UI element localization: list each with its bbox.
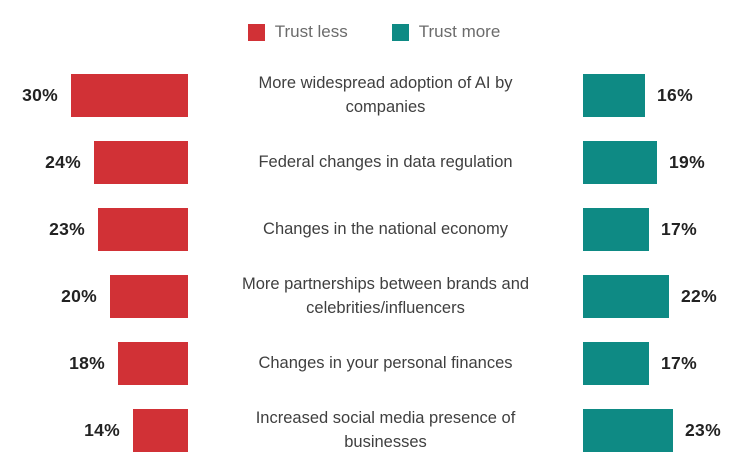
chart-row: 20% More partnerships between brands and… xyxy=(0,263,748,330)
trust-more-value-label: 17% xyxy=(661,219,697,239)
trust-less-value-label: 18% xyxy=(69,353,105,373)
trust-more-bar-area: 22% xyxy=(583,275,748,318)
trust-more-value-label: 19% xyxy=(669,152,705,172)
trust-less-bar-area: 23% xyxy=(0,208,188,251)
trust-less-bar-area: 18% xyxy=(0,342,188,385)
legend-item-trust-more: Trust more xyxy=(391,22,501,42)
trust-more-bar xyxy=(583,141,657,184)
trust-more-bar-area: 19% xyxy=(583,141,748,184)
category-label: More partnerships between brands and cel… xyxy=(241,275,530,317)
category-label: Changes in your personal finances xyxy=(258,353,513,372)
legend-label-trust-more: Trust more xyxy=(418,22,501,41)
trust-more-bar-area: 16% xyxy=(583,74,748,117)
trust-less-bar xyxy=(94,141,188,184)
trust-less-bar xyxy=(98,208,188,251)
trust-more-bar-area: 17% xyxy=(583,208,748,251)
trust-less-value-label: 24% xyxy=(45,152,81,172)
trust-less-bar xyxy=(71,74,188,117)
trust-more-value-label: 17% xyxy=(661,353,697,373)
category-label: More widespread adoption of AI by compan… xyxy=(258,74,513,116)
trust-more-bar xyxy=(583,208,649,251)
trust-less-bar xyxy=(118,342,188,385)
legend-item-trust-less: Trust less xyxy=(247,22,348,42)
category-label: Federal changes in data regulation xyxy=(258,152,513,171)
trust-more-value-label: 23% xyxy=(685,420,721,440)
trust-less-value-label: 23% xyxy=(49,219,85,239)
trust-less-swatch-icon xyxy=(247,23,265,41)
legend-label-trust-less: Trust less xyxy=(274,22,348,41)
trust-less-bar xyxy=(133,409,188,452)
trust-more-value-label: 16% xyxy=(657,85,693,105)
trust-less-value-label: 20% xyxy=(61,286,97,306)
trust-less-bar-area: 24% xyxy=(0,141,188,184)
trust-more-bar-area: 17% xyxy=(583,342,748,385)
category-label: Increased social media presence of busin… xyxy=(255,409,516,451)
trust-less-value-label: 14% xyxy=(84,420,120,440)
trust-less-value-label: 30% xyxy=(22,85,58,105)
chart-row: 23% Changes in the national economy 17% xyxy=(0,196,748,263)
legend: Trust less Trust more xyxy=(0,0,748,47)
trust-more-value-label: 22% xyxy=(681,286,717,306)
trust-more-bar xyxy=(583,74,645,117)
trust-less-bar-area: 14% xyxy=(0,409,188,452)
trust-less-bar xyxy=(110,275,188,318)
chart-row: 14% Increased social media presence of b… xyxy=(0,397,748,464)
trust-less-bar-area: 30% xyxy=(0,74,188,117)
trust-more-bar xyxy=(583,409,673,452)
chart-rows: 30% More widespread adoption of AI by co… xyxy=(0,62,748,464)
trust-more-bar xyxy=(583,275,669,318)
category-label: Changes in the national economy xyxy=(263,219,508,238)
chart-row: 18% Changes in your personal finances 17… xyxy=(0,330,748,397)
chart-row: 24% Federal changes in data regulation 1… xyxy=(0,129,748,196)
trust-more-bar-area: 23% xyxy=(583,409,748,452)
trust-more-bar xyxy=(583,342,649,385)
trust-more-swatch-icon xyxy=(391,23,409,41)
chart-row: 30% More widespread adoption of AI by co… xyxy=(0,62,748,129)
trust-less-bar-area: 20% xyxy=(0,275,188,318)
